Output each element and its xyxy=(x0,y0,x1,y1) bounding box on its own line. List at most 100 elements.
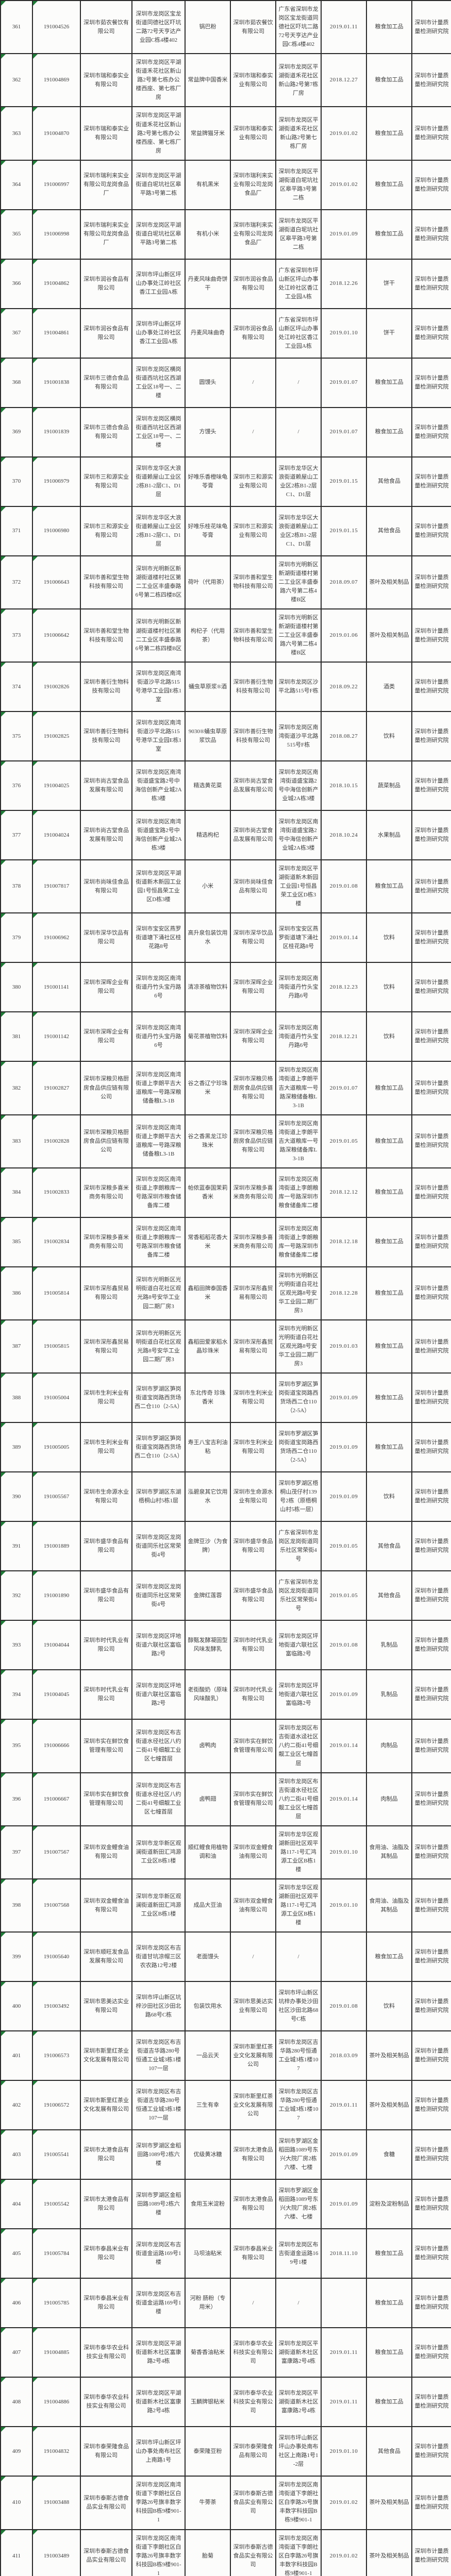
company-address-cell: 深圳市光明新区新湖街道楼村社区第二工业区丰盛泰路6号第二栋四楼B区 xyxy=(131,608,186,663)
green-corner-icon xyxy=(1,1267,6,1272)
manufacturer-address-cell: 深圳市光明新区光明街道白花社区观光路8号安华工业园二期厂房3 xyxy=(275,1319,322,1374)
company-name-cell: 深圳市斯里红茶业文化发展有限公司 xyxy=(80,2080,132,2131)
company-address-cell: 深圳市坪山新区坪山办事处江岭社区香江工业园A栋 xyxy=(131,258,186,309)
green-corner-icon xyxy=(1,963,6,968)
inspection-agency-cell: 深圳市计量质量检测研究院 xyxy=(411,1372,451,1423)
row-number-cell: 383 xyxy=(0,1114,33,1168)
inspection-date-cell: 2018.09.22 xyxy=(321,662,367,713)
manufacturer-cell: 深圳市深晖企业有限公司 xyxy=(230,962,276,1013)
table-row: 375 191002825 深圳市善衍生物科技有限公司 深圳市龙岗区南湾街道沙平北路5… xyxy=(0,711,451,762)
inspection-date-cell: 2019.01.08 xyxy=(321,859,367,914)
table-row: 399 191005640 深圳市顺旺发食品发展有限公司 深圳市龙岗区布吉街道甘坑凉帽… xyxy=(0,1931,451,1982)
inspection-date-cell: 2019.01.07 xyxy=(321,357,367,408)
manufacturer-cell: 深圳市生利米业有限公司 xyxy=(230,1372,276,1423)
row-number-cell: 370 xyxy=(0,456,33,507)
product-name-cell: 东北传奇 珍珠香米 xyxy=(185,1372,231,1423)
company-address-cell: 深圳市龙岗区龙岗街道同乐社区常荣街4号 xyxy=(131,1570,186,1621)
inspection-agency-cell: 深圳市计量质量检测研究院 xyxy=(411,859,451,914)
table-row: 376 191004025 深圳市尚古堂食品发展有限公司 深圳市龙岗区南湾街道盛宝路2… xyxy=(0,760,451,811)
manufacturer-cell: 深圳市善和堂生物科技有限公司 xyxy=(230,608,276,663)
food-category-cell: 食用油、油脂及其制品 xyxy=(366,1825,412,1880)
green-corner-icon xyxy=(1,2427,6,2432)
manufacturer-address-cell: 深圳市龙岗区南湾街道上李朗粮库一号路深圳市粮食储备库二楼 xyxy=(275,1216,322,1267)
manufacturer-address-cell: 深圳市龙岗区吉华路280号恒通工业城3栋1楼107 xyxy=(275,2080,322,2131)
food-category-cell: 茶叶及相关制品 xyxy=(366,2476,412,2530)
green-corner-icon xyxy=(1,1217,6,1223)
green-corner-icon xyxy=(33,1621,38,1626)
inspection-date-cell: 2019.01.09 xyxy=(321,2179,367,2230)
sample-id-cell: 191005567 xyxy=(32,1471,81,1522)
inspection-agency-cell: 深圳市计量质量检测研究院 xyxy=(411,1620,451,1671)
sample-id-cell: 191002825 xyxy=(32,711,81,762)
company-name-cell: 深圳市三德合食品有限公司 xyxy=(80,357,132,408)
company-name-cell: 深圳市盛华食品有限公司 xyxy=(80,1570,132,1621)
manufacturer-cell: 深圳市润谷食品有限公司 xyxy=(230,308,276,359)
row-number-cell: 374 xyxy=(0,662,33,713)
green-corner-icon xyxy=(33,913,38,919)
green-corner-icon xyxy=(1,2378,6,2383)
green-corner-icon xyxy=(33,2081,38,2086)
inspection-date-cell: 2019.01.14 xyxy=(321,1772,367,1826)
sample-id-cell: 191002827 xyxy=(32,1061,81,1115)
manufacturer-address-cell: / xyxy=(275,1931,322,1982)
inspection-date-cell: 2019.01.02 xyxy=(321,159,367,210)
company-address-cell: 深圳市光明新区光明街道白花社区观光路8号安华工业园二期厂房3 xyxy=(131,1319,186,1374)
table-row: 369 191001839 深圳市三德合食品有限公司 深圳市龙岗区横岗街道西坑社区西湖… xyxy=(0,406,451,457)
food-category-cell: 粮食加工品 xyxy=(366,2278,412,2329)
manufacturer-address-cell: 深圳市龙岗区平湖街道禾花社区新山路2号第七栋厂房 xyxy=(275,106,322,161)
green-corner-icon xyxy=(1,2130,6,2136)
inspection-agency-cell: 深圳市计量质量检测研究院 xyxy=(411,2327,451,2378)
inspection-agency-cell: 深圳市计量质量检测研究院 xyxy=(411,308,451,359)
company-address-cell: 深圳市龙岗区横岗街道西坑社区西湖工业区18号一、二楼 xyxy=(131,406,186,457)
sample-id-cell: 191005005 xyxy=(32,1422,81,1473)
table-row: 378 191007817 深圳市尚味佳食品有限公司 深圳市龙岗区平湖街道新木新园工业… xyxy=(0,859,451,914)
table-row: 400 191003492 深圳市思美达实业有限公司 深圳市坪山新区坑梓沙田社区沙田北… xyxy=(0,1981,451,2032)
food-category-cell: 粮食加工品 xyxy=(366,0,412,55)
company-address-cell: 深圳市龙岗区布吉街道水径社区八约二街41号细靓工业区七幢首层 xyxy=(131,1719,186,1773)
company-name-cell: 深圳市双金鲤食油有限公司 xyxy=(80,1878,132,1933)
manufacturer-address-cell: 深圳市罗湖区笋岗街道宝岗路西货场西二仓110（2-5A） xyxy=(275,1422,322,1473)
food-category-cell: 粮食加工品 xyxy=(366,1061,412,1115)
green-corner-icon xyxy=(1,2530,6,2535)
inspection-date-cell: 2019.01.06 xyxy=(321,608,367,663)
table-row: 373 191006642 深圳市善和堂生物科技有限公司 深圳市光明新区新湖街道楼村社… xyxy=(0,608,451,663)
sample-id-cell: 191004885 xyxy=(32,2327,81,2378)
manufacturer-address-cell: 广东省深圳市坪山新区坪山办事处江岭社区香江工业园A栋 xyxy=(275,308,322,359)
product-name-cell: 泰荣隆豆粉 xyxy=(185,2426,231,2477)
company-name-cell: 深圳市泰斯古德食品实业有限公司 xyxy=(80,2476,132,2530)
row-number-cell: 363 xyxy=(0,106,33,161)
manufacturer-address-cell: / xyxy=(275,2278,322,2329)
green-corner-icon xyxy=(33,1115,38,1120)
sample-id-cell: 191004045 xyxy=(32,1669,81,1720)
row-number-cell: 365 xyxy=(0,209,33,260)
green-corner-icon xyxy=(33,963,38,968)
row-number-cell: 371 xyxy=(0,505,33,556)
row-number-cell: 401 xyxy=(0,2030,33,2081)
manufacturer-cell: 深圳市瑞和泰实业有限公司 xyxy=(230,106,276,161)
manufacturer-cell: 深圳市泰华农业科技实业有限公司 xyxy=(230,2377,276,2428)
inspection-date-cell: 2018.12.18 xyxy=(321,1216,367,1267)
manufacturer-cell: 深圳市瑞利来实业有限公司龙岗食品厂 xyxy=(230,209,276,260)
product-name-cell: 河粉 肠粉（专用米） xyxy=(185,2278,231,2329)
sample-id-cell: 191006573 xyxy=(32,2030,81,2081)
product-name-cell: 小米 xyxy=(185,859,231,914)
company-address-cell: 深圳市龙岗区南湾街道盛宝路2号中海信创新产业城2A栋3楼 xyxy=(131,760,186,811)
company-name-cell: 深圳市尚古堂食品发展有限公司 xyxy=(80,810,132,861)
company-name-cell: 深圳市尚古堂食品发展有限公司 xyxy=(80,760,132,811)
manufacturer-cell: 深圳市尚味佳食品有限公司 xyxy=(230,859,276,914)
green-corner-icon xyxy=(33,1374,38,1379)
company-address-cell: 深圳市龙岗区南湾街道上李朗平吉大道粮库一号路深粮储备粮L3-1B xyxy=(131,1114,186,1168)
green-corner-icon xyxy=(1,457,6,462)
manufacturer-cell: 深圳市时代乳业有限公司 xyxy=(230,1620,276,1671)
company-name-cell: 深圳市实在鲜饮食管理有限公司 xyxy=(80,1772,132,1826)
sample-id-cell: 191002828 xyxy=(32,1114,81,1168)
inspection-agency-cell: 深圳市计量质量检测研究院 xyxy=(411,760,451,811)
product-name-cell: 三生有幸 xyxy=(185,2080,231,2131)
inspection-date-cell: 2019.01.07 xyxy=(321,406,367,457)
food-category-cell: 其他食品 xyxy=(366,1521,412,1572)
food-category-cell: 其他食品 xyxy=(366,2426,412,2477)
product-name-cell: 菊花茶植物饮料 xyxy=(185,1011,231,1062)
row-number-cell: 379 xyxy=(0,912,33,963)
